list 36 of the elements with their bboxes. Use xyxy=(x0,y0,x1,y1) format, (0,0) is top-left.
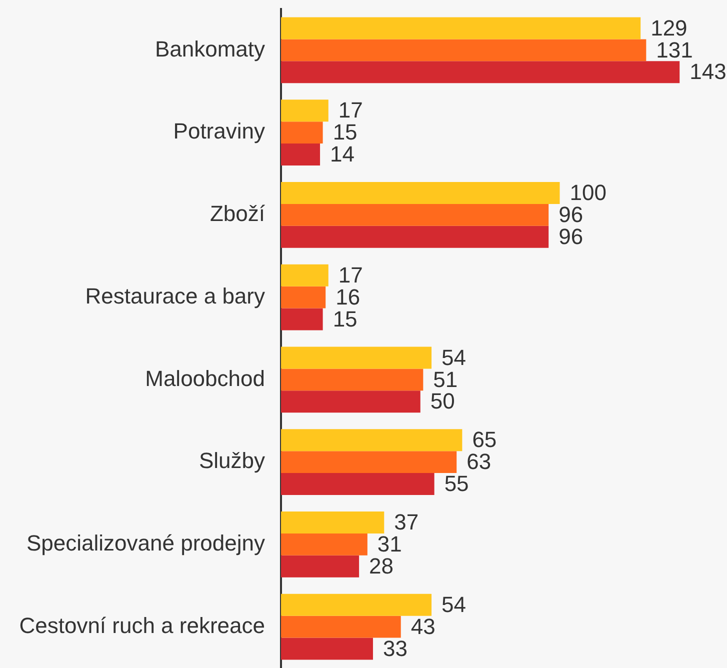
bar xyxy=(281,390,420,413)
y-tick-label: Potraviny xyxy=(173,118,265,144)
bar xyxy=(281,182,560,204)
bar xyxy=(281,533,368,556)
bar xyxy=(281,144,320,166)
bar xyxy=(281,451,457,474)
bar xyxy=(281,638,373,660)
data-label: 33 xyxy=(382,636,408,661)
bar xyxy=(281,204,549,226)
bar xyxy=(281,61,680,84)
bar xyxy=(281,122,323,144)
y-tick-label: Specializované prodejny xyxy=(26,530,265,556)
data-label: 55 xyxy=(444,471,469,496)
bar xyxy=(281,511,384,534)
y-tick-label: Restaurace a bary xyxy=(85,283,265,308)
y-tick-label: Služby xyxy=(198,448,265,474)
data-label: 43 xyxy=(410,614,436,639)
bar xyxy=(281,555,360,578)
bar xyxy=(281,39,646,62)
bar xyxy=(281,473,434,496)
bar xyxy=(281,346,432,369)
bar xyxy=(281,286,326,308)
bar xyxy=(281,429,462,452)
bar xyxy=(281,17,641,40)
bar xyxy=(281,100,328,122)
data-label: 54 xyxy=(442,592,466,617)
y-tick-label: Maloobchod xyxy=(145,366,265,391)
y-tick-label: Bankomaty xyxy=(154,36,265,62)
y-tick-label: Zboží xyxy=(210,201,265,226)
bar xyxy=(281,368,424,391)
y-tick-label: Cestovní ruch a rekreace xyxy=(19,612,265,638)
bar xyxy=(281,264,328,286)
bar xyxy=(281,226,549,248)
bar xyxy=(281,616,401,638)
bar xyxy=(281,308,323,330)
bar xyxy=(281,594,432,616)
